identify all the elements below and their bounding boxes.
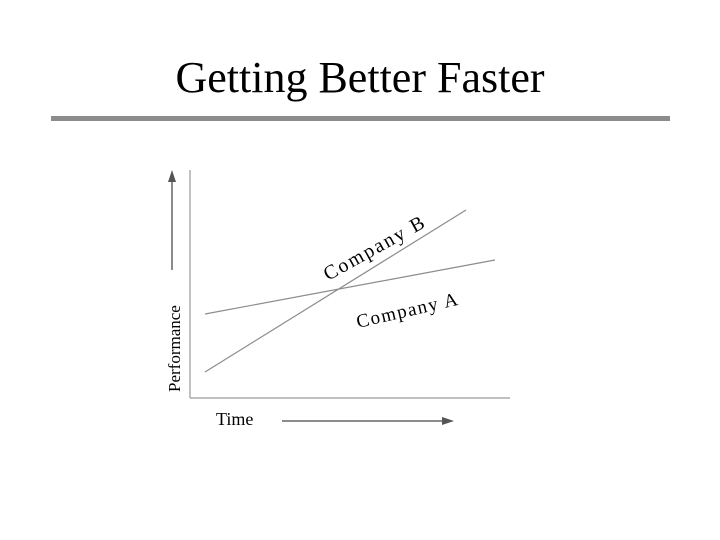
- series-label-company-a: Company A: [354, 289, 461, 333]
- y-axis-label: Performance: [165, 305, 184, 392]
- title-rule: [51, 116, 670, 121]
- x-axis-label: Time: [216, 409, 253, 429]
- series-line-company-a: [204, 259, 496, 315]
- slide-title: Getting Better Faster: [175, 53, 545, 102]
- y-axis-arrowhead: [168, 170, 176, 182]
- series-label-company-b: Company B: [320, 211, 430, 286]
- series-line-company-b: [204, 209, 467, 373]
- x-axis-arrowhead: [442, 417, 454, 425]
